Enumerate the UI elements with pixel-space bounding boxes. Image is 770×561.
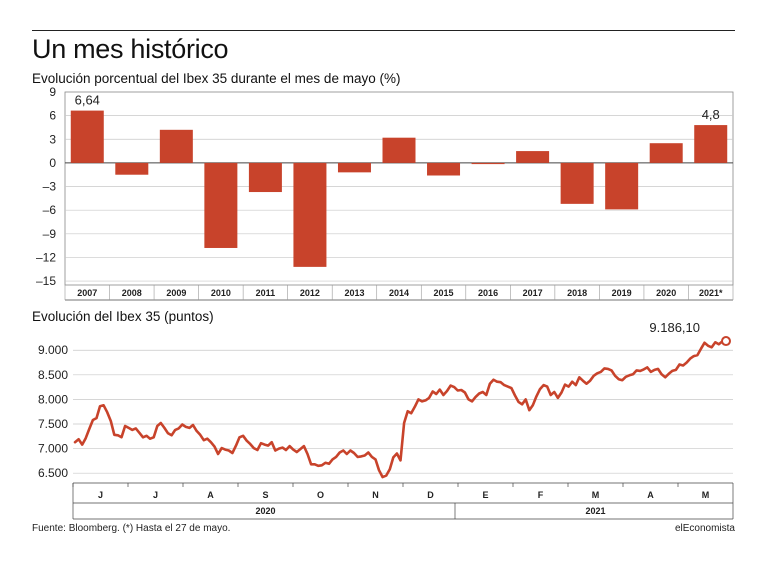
bar-y-tick-label: –6 xyxy=(43,203,57,217)
line-year-label: 2021 xyxy=(585,506,605,516)
bar-x-tick-label: 2007 xyxy=(77,288,97,298)
line-y-tick-label: 9.000 xyxy=(38,343,68,357)
line-month-label: S xyxy=(262,490,268,500)
bar xyxy=(649,143,683,163)
bar-y-tick-label: –15 xyxy=(36,274,56,288)
bar-x-tick-label: 2009 xyxy=(166,288,186,298)
bar xyxy=(115,162,149,175)
bar-data-label: 4,8 xyxy=(702,107,720,122)
bar-chart: 9 6 3 0 –3 –6 –9 –12 –15 2007 2008 2009 2010 2011 2012… xyxy=(36,85,734,301)
brand-logo: elEconomista xyxy=(674,523,735,534)
line-year-label: 2020 xyxy=(255,506,275,516)
bar-x-tick-label: 2021* xyxy=(699,288,723,298)
line-y-tick-label: 7.000 xyxy=(38,442,68,456)
bar-x-tick-label: 2010 xyxy=(211,288,231,298)
bar-y-tick-label: 3 xyxy=(49,132,56,146)
line-month-label: J xyxy=(153,490,158,500)
line-month-label: M xyxy=(702,490,710,500)
line-month-label: D xyxy=(427,490,434,500)
bar-y-tick-label: –3 xyxy=(43,180,57,194)
bar-x-tick-label: 2017 xyxy=(523,288,543,298)
bar-x-tick-label: 2013 xyxy=(344,288,364,298)
series-end-marker xyxy=(721,336,731,347)
bar-x-tick-label: 2014 xyxy=(389,288,409,298)
bar-x-tick-label: 2008 xyxy=(122,288,142,298)
line-month-label: O xyxy=(317,490,324,500)
line-chart: 9.000 8.500 8.000 7.500 7.000 6.500 J J A S O N D E F M… xyxy=(38,320,734,520)
bar xyxy=(204,162,238,248)
bar xyxy=(159,129,193,163)
bar-y-tick-label: 6 xyxy=(49,109,56,123)
line-chart-title: Evolución del Ibex 35 (puntos) xyxy=(32,309,214,324)
page-title: Un mes histórico xyxy=(32,34,229,64)
bar xyxy=(516,151,550,163)
bar-x-tick-label: 2015 xyxy=(434,288,454,298)
line-month-label: N xyxy=(372,490,379,500)
bar xyxy=(248,162,282,193)
bar-y-tick-label: –12 xyxy=(36,250,56,264)
line-y-tick-label: 8.500 xyxy=(38,368,68,382)
line-month-label: M xyxy=(592,490,600,500)
bar xyxy=(471,162,505,165)
bar xyxy=(427,162,461,176)
line-y-tick-label: 7.500 xyxy=(38,417,68,431)
bar-chart-title: Evolución porcentual del Ibex 35 durante… xyxy=(32,71,401,86)
bar-y-tick-label: 0 xyxy=(49,156,56,170)
bar-x-tick-label: 2018 xyxy=(567,288,587,298)
line-y-tick-label: 8.000 xyxy=(38,392,68,406)
line-month-label: J xyxy=(98,490,103,500)
line-month-label: A xyxy=(647,490,654,500)
ibex-series-line xyxy=(73,339,728,479)
bar-x-tick-label: 2019 xyxy=(612,288,632,298)
bar-plot-frame xyxy=(64,91,734,286)
bar xyxy=(560,162,594,204)
bar xyxy=(70,110,104,163)
bar xyxy=(293,162,327,267)
line-month-label: A xyxy=(207,490,214,500)
series-end-label: 9.186,10 xyxy=(649,320,700,335)
bar-y-tick-label: 9 xyxy=(49,85,56,99)
bar-y-tick-label: –9 xyxy=(43,227,57,241)
bar xyxy=(337,162,371,173)
line-y-tick-label: 6.500 xyxy=(38,466,68,480)
line-month-label: F xyxy=(538,490,544,500)
bar-x-tick-label: 2011 xyxy=(256,288,276,298)
bar-x-tick-label: 2016 xyxy=(478,288,498,298)
bar xyxy=(382,137,416,163)
bar xyxy=(694,125,728,163)
line-month-label: E xyxy=(482,490,488,500)
bar-x-tick-label: 2012 xyxy=(300,288,320,298)
top-rule xyxy=(32,30,735,31)
bar-data-label: 6,64 xyxy=(75,93,100,108)
bar-x-tick-label: 2020 xyxy=(656,288,676,298)
source-note: Fuente: Bloomberg. (*) Hasta el 27 de ma… xyxy=(32,523,231,534)
bar xyxy=(605,162,639,210)
